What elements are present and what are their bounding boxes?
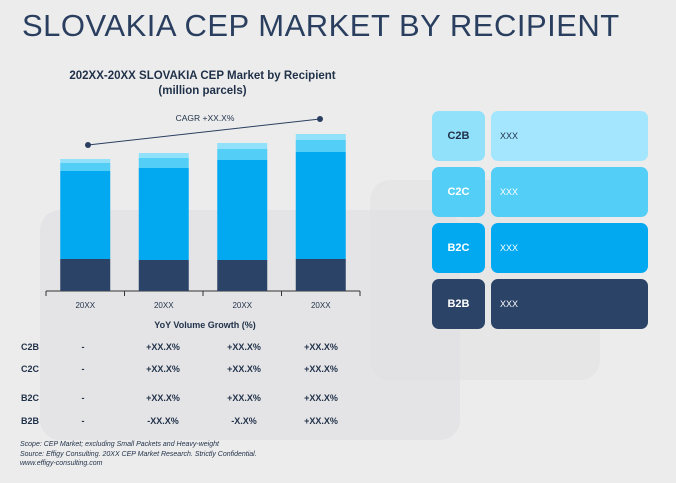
- bar-segment-c2b: [217, 143, 268, 149]
- growth-value: -XX.X%: [147, 416, 179, 426]
- growth-row-label: B2C: [21, 393, 40, 403]
- page-title: SLOVAKIA CEP MARKET BY RECIPIENT: [22, 8, 620, 43]
- cagr-start-dot: [85, 142, 91, 148]
- cagr-annotation: CAGR +XX.X%: [176, 113, 235, 123]
- legend-row-b2b: B2B XXX: [432, 279, 648, 329]
- growth-value: +XX.X%: [304, 393, 338, 403]
- growth-row-c2b: C2B - +XX.X% +XX.X% +XX.X%: [0, 342, 400, 354]
- growth-value: -X.X%: [231, 416, 257, 426]
- bar-segment-c2b: [295, 134, 346, 140]
- legend-key: C2B: [432, 111, 485, 161]
- bar-segment-c2c: [60, 163, 111, 171]
- growth-row-c2c: C2C - +XX.X% +XX.X% +XX.X%: [0, 364, 400, 376]
- footnotes: Scope: CEP Market; excluding Small Packe…: [20, 440, 257, 469]
- footnote-website: www.effigy-consulting.com: [20, 460, 103, 467]
- growth-value: -: [81, 342, 85, 352]
- growth-value: +XX.X%: [146, 342, 180, 352]
- growth-row-label: C2B: [21, 342, 40, 352]
- bar-segment-b2c: [295, 152, 346, 259]
- growth-value: +XX.X%: [304, 364, 338, 374]
- growth-table-title: YoY Volume Growth (%): [154, 320, 256, 330]
- growth-row-b2b: B2B - -XX.X% -X.X% +XX.X%: [0, 416, 400, 428]
- chart-title: 202XX-20XX SLOVAKIA CEP Market by Recipi…: [60, 69, 345, 99]
- bar-segment-b2c: [138, 168, 189, 260]
- growth-value: +XX.X%: [227, 364, 261, 374]
- bar-segment-c2c: [295, 140, 346, 152]
- growth-value: -: [81, 364, 85, 374]
- legend-value: XXX: [491, 223, 648, 273]
- growth-value: +XX.X%: [227, 342, 261, 352]
- legend-row-c2c: C2C XXX: [432, 167, 648, 217]
- chart-title-main: 202XX-20XX SLOVAKIA CEP Market by Recipi…: [69, 70, 336, 82]
- bar-segment-b2c: [217, 160, 268, 260]
- legend-key: B2C: [432, 223, 485, 273]
- growth-row-b2c: B2C - +XX.X% +XX.X% +XX.X%: [0, 393, 400, 405]
- x-tick-label: 20XX: [154, 301, 174, 310]
- legend-key: B2B: [432, 279, 485, 329]
- bar-segment-b2b: [295, 259, 346, 291]
- growth-value: +XX.X%: [304, 416, 338, 426]
- bar-segment-b2c: [60, 171, 111, 259]
- bar-segment-b2b: [217, 260, 268, 291]
- growth-value: +XX.X%: [227, 393, 261, 403]
- growth-value: +XX.X%: [146, 393, 180, 403]
- growth-value: -: [81, 416, 85, 426]
- legend-value: XXX: [491, 167, 648, 217]
- growth-value: +XX.X%: [146, 364, 180, 374]
- legend-key: C2C: [432, 167, 485, 217]
- x-tick-label: 20XX: [75, 301, 95, 310]
- growth-value: -: [81, 393, 85, 403]
- x-tick-label: 20XX: [232, 301, 252, 310]
- bar-segment-b2b: [138, 260, 189, 291]
- cagr-end-dot: [317, 116, 323, 122]
- footnote-scope: Scope: CEP Market; excluding Small Packe…: [20, 441, 219, 448]
- bar-segment-c2c: [138, 158, 189, 168]
- growth-row-label: C2C: [21, 364, 40, 374]
- legend-value: XXX: [491, 111, 648, 161]
- growth-row-label: B2B: [21, 416, 40, 426]
- legend-row-b2c: B2C XXX: [432, 223, 648, 273]
- bar-segment-b2b: [60, 259, 111, 291]
- bar-segment-c2b: [60, 159, 111, 163]
- x-tick-label: 20XX: [311, 301, 331, 310]
- bar-segment-c2b: [138, 153, 189, 158]
- bar-segment-c2c: [217, 149, 268, 160]
- cagr-arrow-line: [87, 118, 321, 146]
- chart-subtitle: (million parcels): [158, 85, 247, 97]
- growth-value: +XX.X%: [304, 342, 338, 352]
- footnote-source: Source: Effigy Consulting. 20XX CEP Mark…: [20, 450, 257, 458]
- legend-value: XXX: [491, 279, 648, 329]
- legend-row-c2b: C2B XXX: [432, 111, 648, 161]
